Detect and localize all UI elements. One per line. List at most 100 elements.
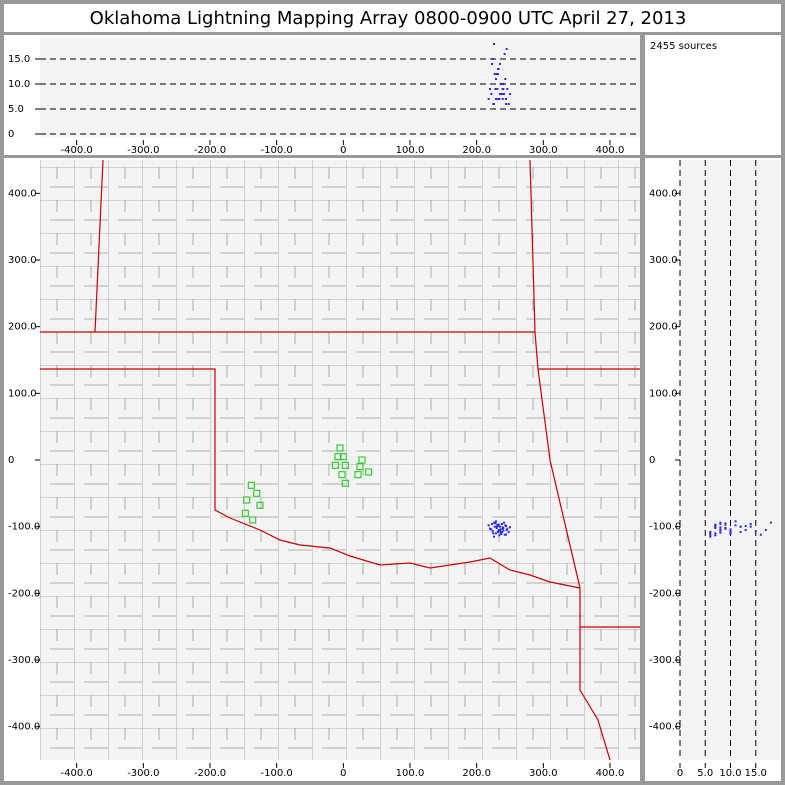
source-point — [501, 83, 503, 85]
station — [334, 453, 342, 461]
source-point — [719, 531, 722, 534]
x-tick-label: -200.0 — [194, 768, 226, 779]
source-point — [489, 527, 491, 530]
source-point — [495, 527, 498, 529]
y-tick-label: 10.0 — [8, 79, 30, 90]
source-point — [496, 88, 499, 90]
source-point — [729, 529, 732, 532]
source-point — [495, 98, 497, 100]
source-point — [501, 531, 503, 533]
source-point — [490, 93, 493, 95]
source-point — [507, 531, 510, 533]
x-tick-label: -400.0 — [61, 145, 93, 156]
source-point — [499, 525, 501, 528]
y-tick-label: 0 — [8, 129, 14, 140]
source-count: 2455 sources — [650, 41, 717, 52]
x-tick-label: 10.0 — [719, 768, 741, 779]
x-tick-label: -100.0 — [261, 768, 293, 779]
source-point — [724, 527, 727, 530]
source-point — [487, 98, 490, 100]
source-point — [505, 48, 508, 50]
y-tick-label: 400.0 — [649, 188, 678, 199]
source-point — [734, 520, 737, 523]
source-point — [764, 529, 767, 531]
source-point — [714, 526, 717, 529]
station — [341, 461, 349, 469]
y-tick-label: -400.0 — [8, 722, 40, 733]
source-point — [503, 533, 506, 536]
source-point — [501, 98, 504, 100]
y-tick-label: 300.0 — [8, 255, 37, 266]
source-point — [503, 521, 505, 524]
source-point — [729, 531, 732, 533]
y-tick-label: -100.0 — [649, 522, 681, 533]
x-tick-label: -100.0 — [261, 145, 293, 156]
source-point — [497, 529, 500, 531]
y-tick-label: -100.0 — [8, 522, 40, 533]
side-plot-area — [680, 160, 780, 760]
source-point — [719, 523, 722, 525]
station — [336, 444, 344, 452]
source-point — [769, 521, 772, 524]
source-point — [495, 520, 497, 523]
station — [256, 501, 264, 509]
source-point — [719, 521, 722, 524]
source-point — [497, 68, 499, 70]
x-tick-label: -200.0 — [194, 145, 226, 156]
source-point — [729, 528, 732, 531]
source-point — [724, 522, 727, 525]
x-tick-label: 0 — [340, 768, 346, 779]
source-point — [494, 88, 497, 90]
source-point — [505, 529, 508, 531]
title-bar — [4, 4, 781, 32]
source-point — [497, 531, 499, 533]
source-point — [492, 532, 495, 535]
x-tick-label: 0 — [677, 768, 683, 779]
source-point — [499, 93, 501, 95]
source-point — [709, 535, 712, 538]
source-point — [709, 532, 712, 535]
station — [358, 456, 366, 464]
y-tick-label: -400.0 — [649, 722, 681, 733]
source-point — [499, 83, 502, 85]
source-point — [709, 531, 712, 533]
source-point — [493, 525, 496, 528]
station — [241, 509, 249, 517]
source-point — [504, 78, 507, 80]
source-point — [714, 534, 717, 537]
title: Oklahoma Lightning Mapping Array 0800-09… — [90, 8, 687, 29]
y-tick-label: -200.0 — [649, 588, 681, 599]
y-tick-label: 5.0 — [8, 104, 24, 115]
source-point — [714, 523, 717, 526]
source-point — [503, 93, 505, 95]
source-point — [499, 531, 502, 534]
source-point — [714, 532, 717, 535]
source-point — [491, 523, 493, 525]
source-point — [491, 63, 493, 65]
source-point — [499, 63, 501, 65]
station — [253, 489, 261, 497]
y-tick-label: 0 — [649, 455, 655, 466]
source-point — [506, 88, 509, 90]
x-tick-label: 15.0 — [745, 768, 767, 779]
source-point — [744, 529, 747, 531]
source-point — [739, 531, 742, 533]
station — [338, 471, 346, 479]
source-point — [501, 93, 503, 95]
source-point — [495, 73, 498, 75]
source-point — [509, 93, 511, 95]
source-point — [499, 528, 502, 531]
y-tick-label: 0 — [8, 455, 14, 466]
source-point — [501, 523, 503, 525]
source-point — [495, 78, 497, 80]
source-point — [505, 533, 507, 536]
x-tick-label: 100.0 — [396, 768, 425, 779]
source-point — [734, 524, 737, 527]
source-point — [494, 522, 497, 525]
source-point — [709, 533, 712, 536]
x-tick-label: 0 — [340, 145, 346, 156]
y-tick-label: 300.0 — [649, 255, 678, 266]
border — [529, 160, 611, 760]
x-tick-label: 400.0 — [596, 145, 625, 156]
